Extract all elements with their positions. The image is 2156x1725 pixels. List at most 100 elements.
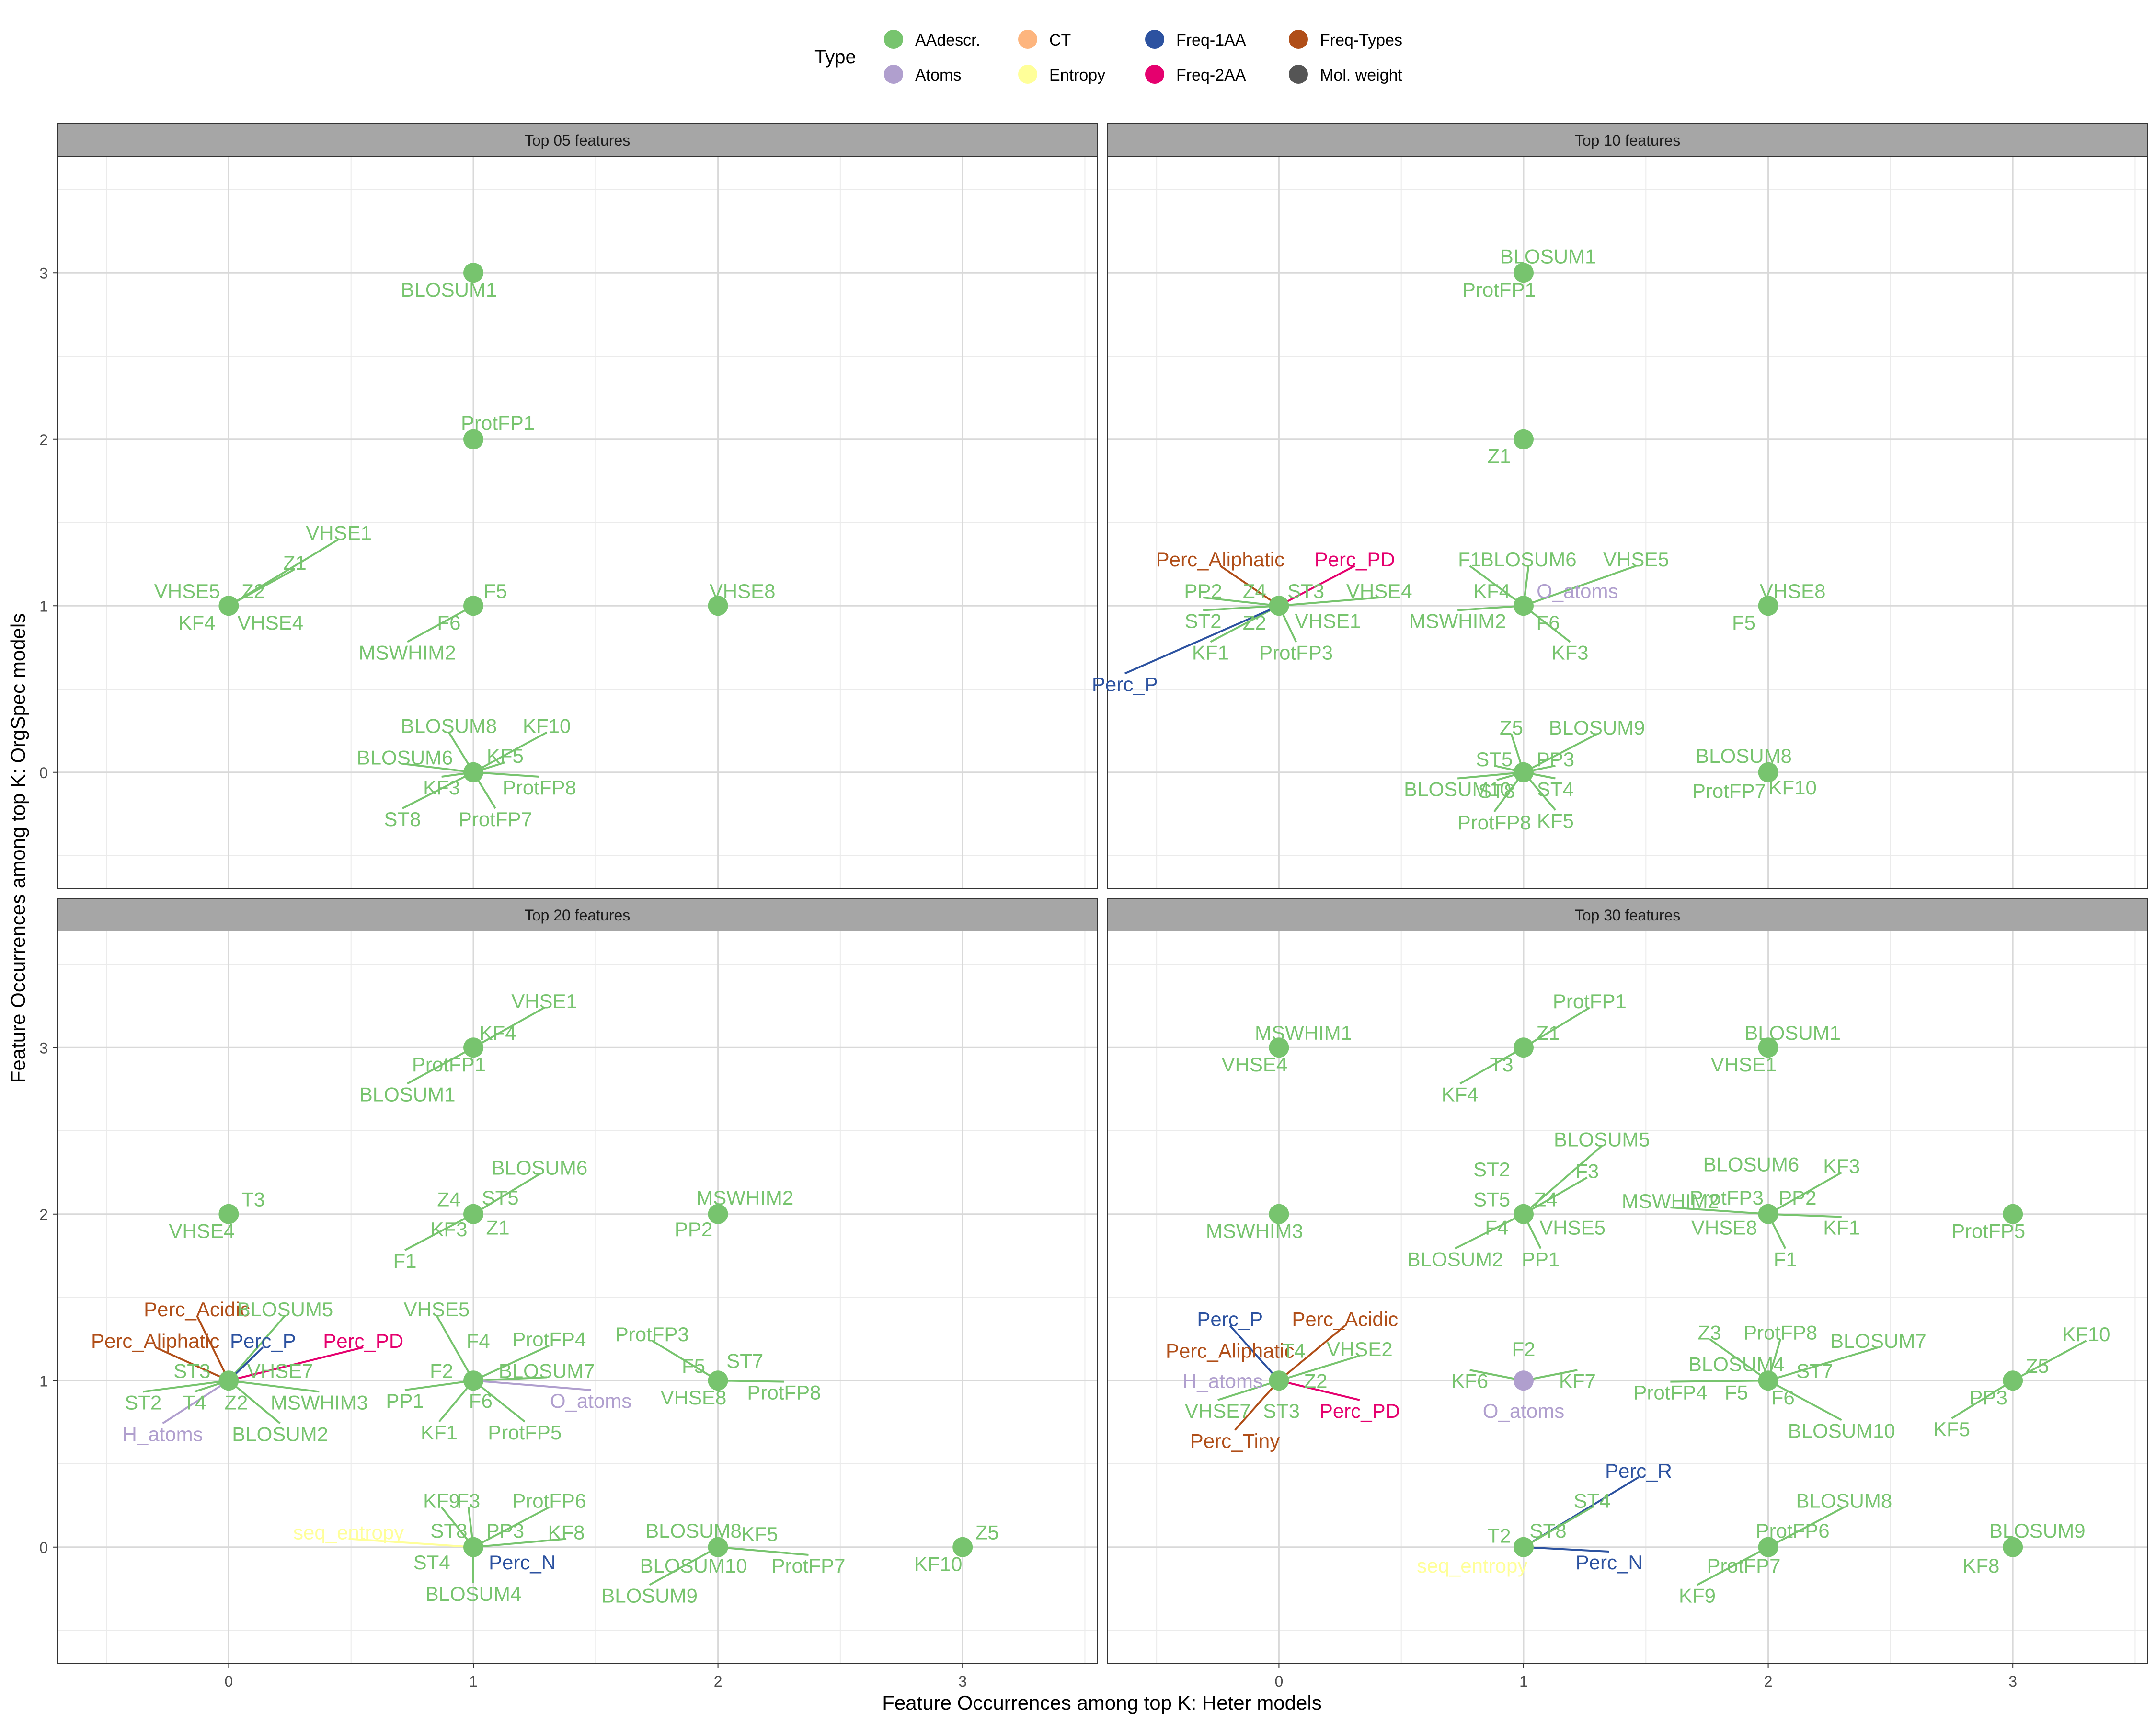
point-label: ST3 [1263,1400,1300,1422]
point-label: KF3 [430,1218,467,1241]
legend-label: Atoms [915,66,961,84]
data-point [1514,596,1534,616]
label-leader-line [473,1007,545,1048]
point-label: BLOSUM1 [401,278,497,301]
label-leader-line [407,605,474,643]
label-leader-line [229,1380,320,1393]
point-label: F4 [1485,1217,1508,1239]
x-tick-label: 1 [1519,1673,1528,1690]
point-label: KF8 [548,1521,585,1543]
data-point [463,1370,483,1391]
point-label: VHSE4 [237,611,303,634]
label-leader-line [436,1315,474,1381]
point-label: F6 [469,1390,493,1412]
point-label: BLOSUM4 [425,1583,522,1605]
y-tick-label: 0 [39,1539,48,1556]
point-label: VHSE7 [1185,1400,1251,1422]
point-label: KF4 [1473,580,1510,602]
legend-key-aadescr- [884,30,903,49]
point-label: BLOSUM6 [1703,1153,1799,1176]
label-leader-line [1278,1355,1360,1382]
label-leader-line [472,1380,526,1423]
point-label: KF5 [1537,810,1574,832]
point-label: Z5 [1500,716,1523,739]
label-leader-line [196,1315,230,1381]
panel-border [57,156,1098,889]
point-label: PP1 [1522,1248,1560,1271]
point-label: ProtFP7 [1707,1554,1780,1577]
data-point [1269,596,1289,616]
point-label: ProtFP1 [412,1053,486,1076]
label-leader-line [1767,1172,1842,1215]
point-label: Z2 [1304,1369,1327,1392]
legend-label: Entropy [1049,66,1105,84]
point-label: F4 [467,1330,490,1352]
label-leader-line [1459,1046,1524,1085]
label-leader-line [2012,1340,2087,1382]
label-leader-line [1234,1380,1280,1431]
point-label: F5 [483,580,507,602]
point-label: Z5 [2026,1355,2049,1377]
point-label: KF9 [1679,1585,1716,1607]
label-leader-line [1670,1206,1768,1215]
point-label: H_atoms [123,1423,203,1445]
point-label: T3 [1490,1053,1514,1076]
point-label: ProtFP1 [1553,990,1627,1012]
facet-strip-title: Top 30 features [1575,907,1681,924]
label-leader-line [1455,1213,1524,1250]
data-point [708,1370,728,1391]
point-label: KF10 [1768,776,1816,799]
legend-key-freq-types [1289,30,1308,49]
label-leader-line [1697,1546,1769,1586]
point-label: Perc_N [489,1551,556,1574]
point-label: ProtFP7 [459,808,532,830]
point-label: MSWHIM2 [1409,610,1506,632]
point-label: ProtFP6 [512,1489,586,1512]
point-label: Z1 [1537,1022,1560,1044]
point-label: ProtFP3 [1259,642,1333,664]
y-tick-label: 1 [39,598,48,615]
point-label: ProtFP1 [1462,278,1536,301]
label-leader-line [348,1538,474,1548]
legend-label: CT [1049,31,1071,49]
label-leader-line [1768,1213,1842,1218]
point-label: KF6 [1451,1369,1488,1392]
point-label: T2 [1487,1524,1511,1547]
facet-strip-title: Top 10 features [1575,132,1681,149]
point-label: Perc_R [1605,1460,1672,1482]
data-point [2003,1204,2023,1224]
point-label: BLOSUM1 [1744,1022,1841,1044]
y-tick-label: 3 [39,1039,48,1057]
point-label: BLOSUM4 [1688,1353,1785,1376]
point-label: VHSE1 [1295,610,1361,632]
x-tick-label: 0 [1275,1673,1284,1690]
point-label: ProtFP3 [1690,1186,1764,1209]
point-label: ST8 [1530,1519,1567,1542]
point-label: ST2 [125,1391,161,1414]
y-tick-label: 2 [39,1206,48,1223]
point-label: PP3 [1537,748,1574,770]
point-label: BLOSUM9 [601,1585,698,1607]
point-label: seq_entropy [1417,1554,1527,1577]
legend-key-entropy [1018,65,1037,84]
y-tick-label: 3 [39,264,48,282]
point-label: F3 [457,1489,480,1512]
label-leader-line [1457,771,1524,780]
legend-key-ct [1018,30,1037,49]
label-leader-line [1523,565,1637,607]
point-label: BLOSUM1 [1500,245,1596,268]
point-label: PP3 [1969,1386,2007,1409]
point-label: BLOSUM8 [645,1519,742,1542]
point-label: Z3 [1698,1321,1721,1344]
point-label: ST7 [726,1350,763,1372]
data-point [463,596,483,616]
label-leader-line [1670,1380,1768,1383]
legend-label: Freq-Types [1320,31,1402,49]
label-leader-line [473,1506,550,1548]
point-label: MSWHIM3 [271,1391,368,1414]
label-leader-line [1203,596,1279,607]
point-label: Perc_Tiny [1190,1429,1280,1452]
label-leader-line [1469,565,1525,607]
data-point [463,429,483,449]
point-label: Perc_N [1576,1551,1643,1574]
